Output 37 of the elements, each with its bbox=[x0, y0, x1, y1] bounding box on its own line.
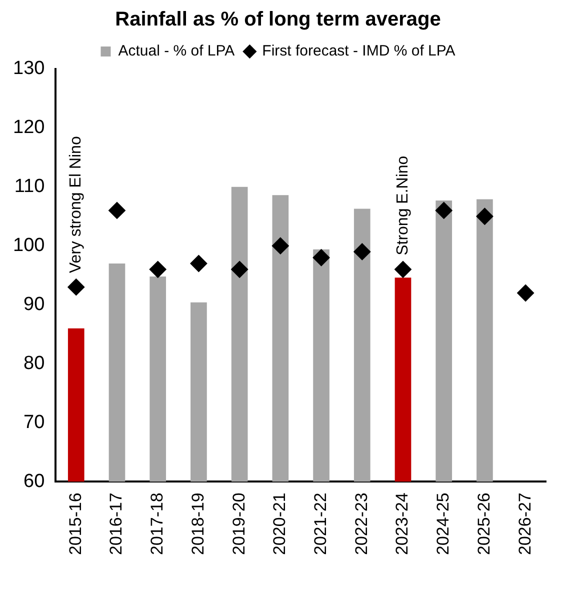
x-tick-label: 2019-20 bbox=[229, 492, 248, 555]
point bbox=[231, 260, 248, 278]
x-tick-label: 2022-23 bbox=[352, 492, 371, 555]
x-tick-label: 2016-17 bbox=[106, 492, 126, 555]
point bbox=[272, 237, 289, 254]
x-tick-label: 2015-16 bbox=[66, 492, 85, 555]
y-tick-label: 90 bbox=[24, 294, 45, 316]
point bbox=[149, 260, 166, 278]
y-tick-label: 100 bbox=[13, 235, 45, 256]
y-tick-label: 120 bbox=[13, 117, 45, 138]
point bbox=[354, 243, 371, 260]
x-tick-label: 2025-26 bbox=[474, 492, 494, 555]
legend-label: First forecast - IMD % of LPA bbox=[262, 42, 456, 60]
y-tick-label: 60 bbox=[24, 470, 45, 492]
annotation: Very strong El Nino bbox=[68, 136, 85, 274]
point bbox=[68, 278, 85, 296]
y-tick-label: 110 bbox=[14, 176, 45, 198]
point bbox=[108, 202, 126, 219]
point bbox=[435, 202, 452, 219]
point bbox=[190, 255, 208, 272]
point bbox=[312, 249, 330, 266]
x-tick-label: 2020-21 bbox=[270, 492, 290, 555]
point bbox=[517, 284, 534, 302]
y-tick-label: 70 bbox=[24, 412, 45, 433]
chart-title: Rainfall as % of long term average bbox=[115, 8, 441, 31]
annotation: Strong E.Nino bbox=[394, 156, 412, 256]
x-tick-label: 2017-18 bbox=[148, 492, 167, 555]
x-tick-label: 2024-25 bbox=[434, 492, 453, 555]
x-tick-label: 2026-27 bbox=[515, 492, 534, 555]
point bbox=[394, 260, 412, 278]
x-tick-label: 2023-24 bbox=[392, 492, 412, 555]
y-tick-label: 130 bbox=[13, 58, 45, 80]
x-tick-label: 2018-19 bbox=[188, 492, 208, 555]
y-tick-label: 80 bbox=[24, 352, 45, 374]
point bbox=[476, 208, 494, 225]
legend-label: Actual - % of LPA bbox=[118, 42, 235, 60]
x-tick-label: 2021-22 bbox=[310, 492, 330, 555]
